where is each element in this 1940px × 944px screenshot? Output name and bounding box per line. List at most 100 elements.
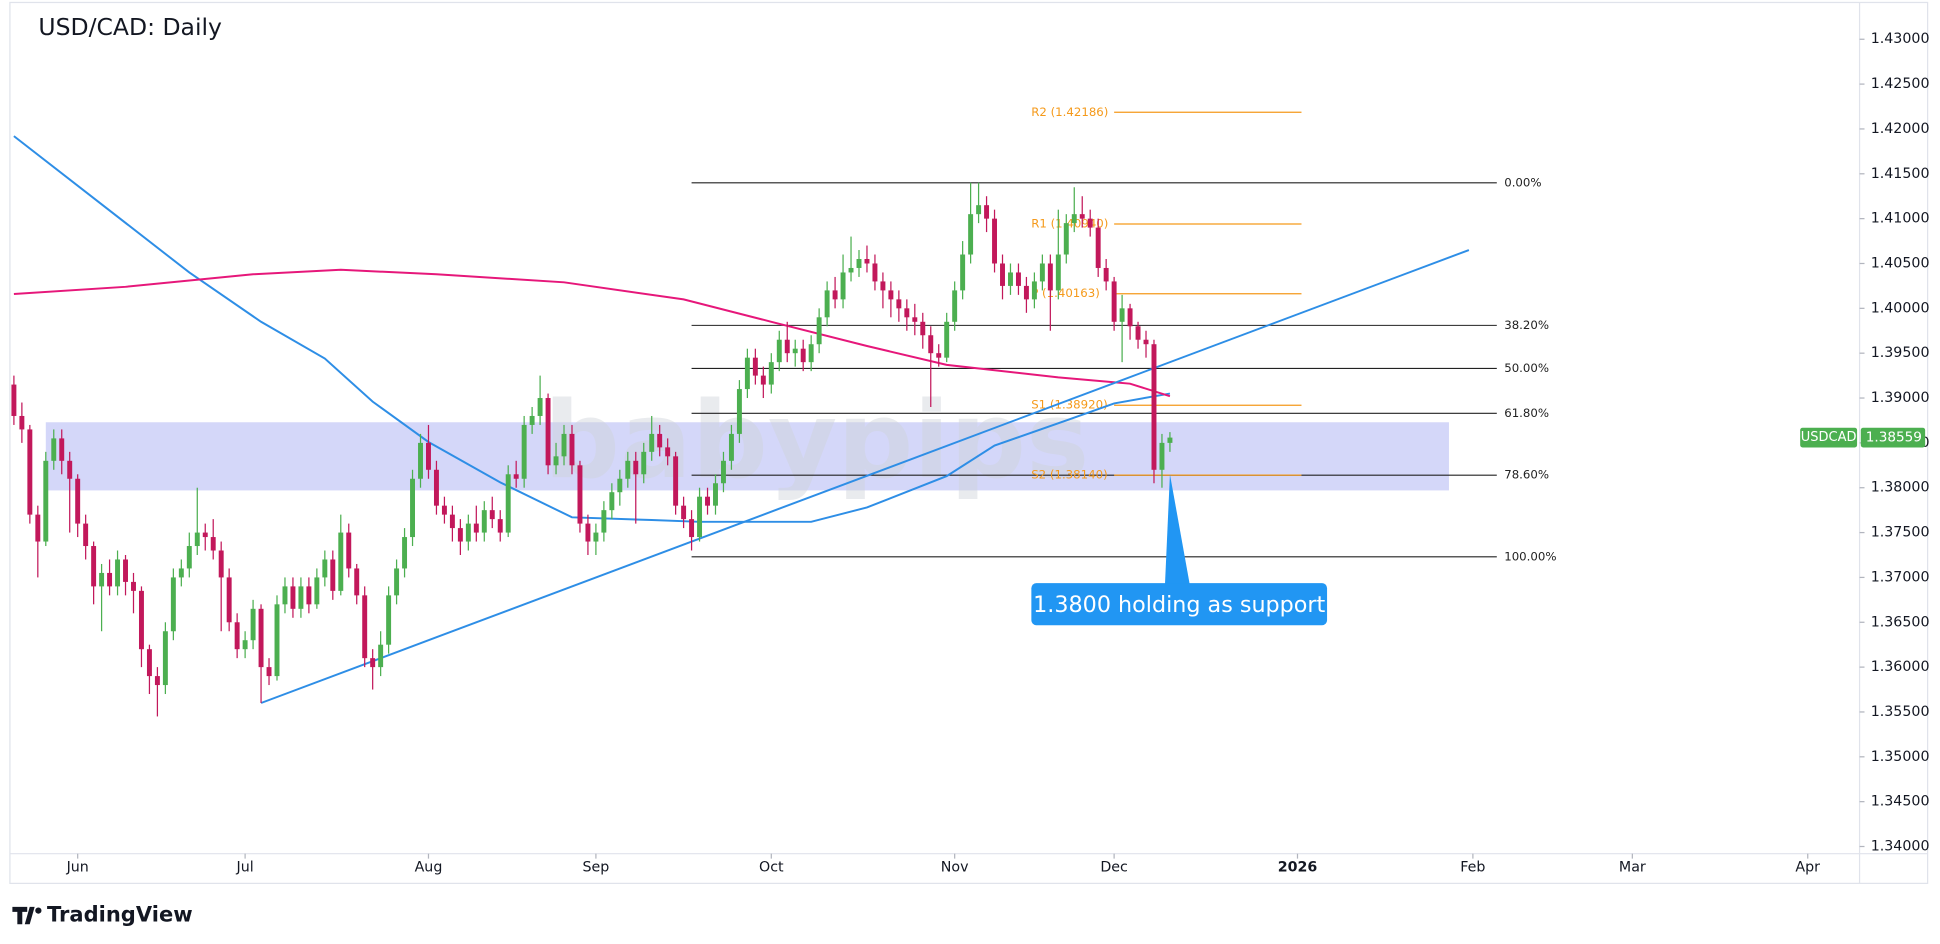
candle-body bbox=[912, 317, 918, 322]
y-tick-label: 1.37500 bbox=[1871, 525, 1930, 541]
candle-body bbox=[641, 451, 647, 475]
candle-body bbox=[91, 546, 97, 587]
candle-body bbox=[1143, 339, 1149, 345]
candle-body bbox=[864, 259, 870, 264]
x-tick-label: Jun bbox=[66, 859, 89, 875]
candle-body bbox=[776, 339, 782, 363]
plot-layer: 1.34000 1.34500 1.35000 1.35500 1.36000 1.365… bbox=[11, 31, 1930, 875]
candle-body bbox=[170, 577, 176, 632]
candle-body bbox=[178, 568, 184, 578]
candle-body bbox=[51, 438, 57, 461]
candle-body bbox=[410, 478, 416, 538]
candle-body bbox=[83, 523, 89, 547]
candle-body bbox=[314, 577, 320, 605]
candle-body bbox=[848, 267, 854, 273]
y-tick-label: 1.39000 bbox=[1871, 390, 1930, 406]
candle-body bbox=[784, 339, 790, 354]
moving-average bbox=[13, 268, 1171, 398]
candle-body bbox=[1135, 326, 1141, 340]
callout-text: 1.3800 holding as support bbox=[1033, 592, 1325, 618]
candle-body bbox=[441, 505, 447, 515]
candle-body bbox=[665, 447, 671, 457]
candle-body bbox=[258, 608, 264, 668]
y-tick-label: 1.40000 bbox=[1871, 300, 1930, 316]
candle-body bbox=[250, 608, 256, 641]
fib-label: 38.20% bbox=[1504, 318, 1549, 332]
brand-logo bbox=[12, 906, 42, 925]
candle-body bbox=[521, 424, 527, 479]
pivot-label: R2 (1.42186) bbox=[1031, 105, 1108, 119]
fib-label: 100.00% bbox=[1504, 549, 1556, 563]
candle-body bbox=[1159, 442, 1165, 470]
candle-body bbox=[402, 537, 408, 569]
y-tick-label: 1.41500 bbox=[1871, 166, 1930, 182]
candle-body bbox=[338, 532, 344, 591]
candle-body bbox=[433, 469, 439, 506]
chart-title: USD/CAD: Daily bbox=[38, 13, 222, 41]
candle-body bbox=[202, 532, 208, 538]
candle-body bbox=[1015, 272, 1021, 286]
pivot-label: P (1.40163) bbox=[1031, 286, 1100, 300]
candle-body bbox=[1023, 285, 1029, 300]
candle-body bbox=[426, 442, 431, 470]
candle-body bbox=[697, 496, 703, 538]
candle-body bbox=[1119, 308, 1125, 322]
candle-body bbox=[1000, 263, 1005, 286]
fib-label: 61.80% bbox=[1504, 406, 1549, 420]
candle-body bbox=[162, 631, 168, 686]
candle-body bbox=[1151, 344, 1157, 470]
candle-body bbox=[840, 272, 846, 300]
candle-body bbox=[545, 398, 551, 466]
x-tick-label: Jul bbox=[236, 859, 254, 875]
candle-body bbox=[1079, 214, 1085, 219]
fib-label: 50.00% bbox=[1504, 361, 1549, 375]
symbol-tag-label: USDCAD bbox=[1801, 430, 1857, 445]
candle-body bbox=[720, 460, 726, 484]
candle-body bbox=[728, 433, 734, 461]
candle-body bbox=[856, 259, 862, 268]
pivot-label: S2 (1.38140) bbox=[1031, 468, 1107, 482]
candle-body bbox=[553, 456, 559, 466]
candle-body bbox=[274, 604, 280, 677]
candle-body bbox=[146, 649, 152, 677]
watermark: babypips bbox=[544, 379, 1090, 503]
candle-body bbox=[242, 640, 248, 650]
candle-body bbox=[816, 317, 822, 345]
candle-body bbox=[362, 595, 368, 659]
candle-body bbox=[768, 362, 774, 385]
candle-body bbox=[290, 586, 296, 609]
last-price-label: 1.38559 bbox=[1866, 430, 1922, 446]
candle-body bbox=[186, 546, 192, 569]
candle-body bbox=[1039, 263, 1045, 282]
pivot-label: S1 (1.38920) bbox=[1031, 398, 1107, 412]
candle-body bbox=[131, 581, 136, 591]
zone-layer bbox=[45, 422, 1449, 491]
candle-body bbox=[465, 523, 471, 542]
candle-body bbox=[689, 519, 695, 538]
candle-body bbox=[968, 214, 974, 255]
callout-pointer bbox=[1164, 474, 1190, 585]
candle-body bbox=[649, 433, 655, 452]
fib-label: 0.00% bbox=[1504, 175, 1541, 189]
candle-body bbox=[473, 523, 479, 533]
candle-body bbox=[561, 433, 567, 457]
y-tick-label: 1.41000 bbox=[1871, 211, 1930, 227]
candle-body bbox=[537, 398, 543, 416]
candle-body bbox=[1127, 308, 1133, 327]
y-tick-label: 1.35500 bbox=[1871, 704, 1930, 720]
candle-body bbox=[1095, 227, 1101, 268]
candle-body bbox=[577, 465, 583, 524]
candle-body bbox=[234, 622, 240, 650]
candle-body bbox=[394, 568, 400, 596]
candle-body bbox=[736, 389, 742, 434]
y-tick-label: 1.36000 bbox=[1871, 659, 1930, 675]
candle-body bbox=[872, 263, 878, 282]
candle-body bbox=[888, 290, 894, 300]
candle-body bbox=[218, 550, 224, 578]
x-tick-label: Mar bbox=[1619, 859, 1646, 875]
candle-body bbox=[1111, 281, 1117, 322]
y-tick-label: 1.38000 bbox=[1871, 480, 1930, 496]
logo-dot bbox=[35, 907, 42, 914]
x-tick-label: Apr bbox=[1795, 859, 1820, 875]
candle-body bbox=[513, 474, 519, 479]
